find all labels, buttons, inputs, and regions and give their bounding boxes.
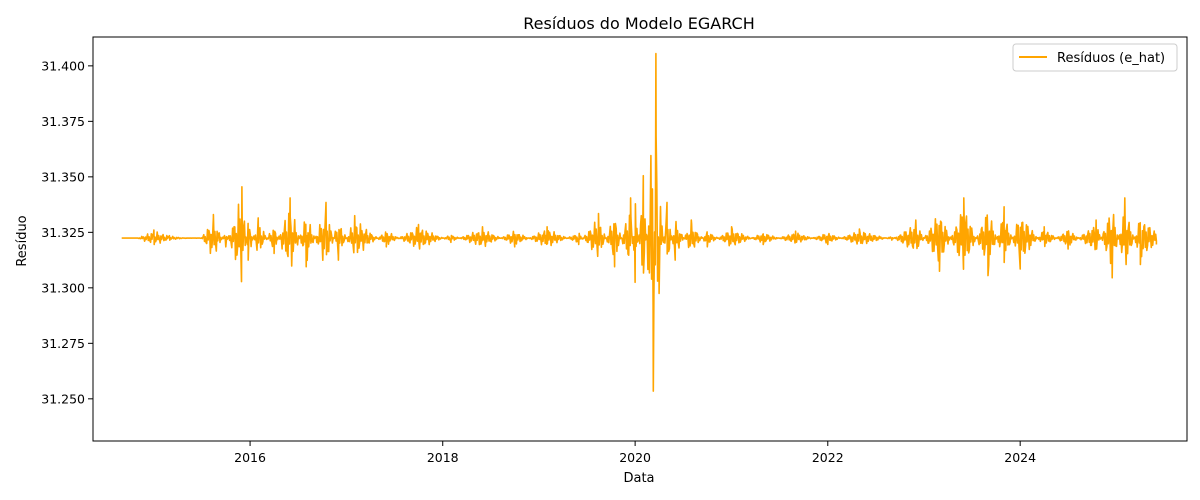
y-tick-label: 31.250 [41, 391, 85, 406]
y-tick-label: 31.375 [41, 114, 85, 129]
x-axis-title: Data [623, 471, 654, 486]
legend-label: Resíduos (e_hat) [1057, 51, 1165, 66]
plot-area [121, 52, 1158, 392]
y-tick-label: 31.325 [41, 225, 85, 240]
x-tick-label: 2016 [234, 450, 266, 465]
y-tick-label: 31.350 [41, 169, 85, 184]
x-tick-label: 2020 [619, 450, 651, 465]
legend-box [1012, 43, 1178, 72]
plot-frame [92, 36, 1188, 442]
residual-series-line [121, 52, 1158, 392]
y-tick-label: 31.300 [41, 280, 85, 295]
axes: 2016 2018 2020 2022 2024 31.250 31.275 31.300 31… [41, 36, 1188, 465]
x-tick-label: 2018 [427, 450, 459, 465]
legend: Resíduos (e_hat) [1012, 43, 1178, 72]
y-tick-label: 31.275 [41, 336, 85, 351]
x-tick-label: 2022 [812, 450, 844, 465]
y-axis-title: Resíduo [15, 215, 30, 266]
x-tick-label: 2024 [1004, 450, 1036, 465]
y-tick-label: 31.400 [41, 58, 85, 73]
chart-title: Resíduos do Modelo EGARCH [523, 14, 754, 33]
